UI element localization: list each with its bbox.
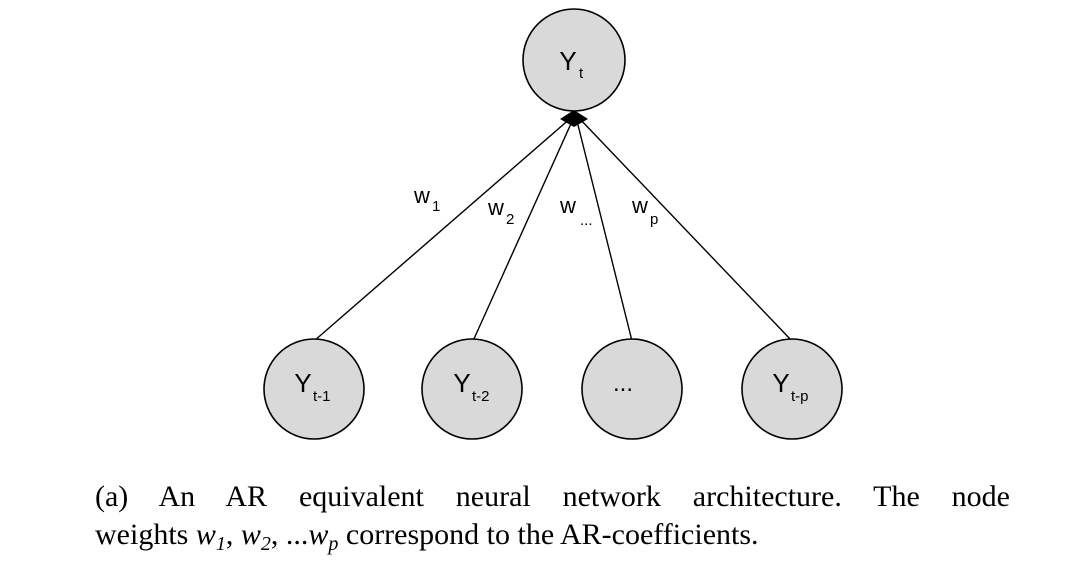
weight-label-p: w p xyxy=(631,193,658,228)
weight-label-1: w 1 xyxy=(413,183,440,215)
weight-2-symbol: w xyxy=(487,195,504,220)
weight-1-subscript: 1 xyxy=(432,198,440,215)
ar-network-diagram: Y t Y t-1 Y t-2 ... Y t-p w 1 w 2 w ... … xyxy=(263,8,843,440)
input-node-2-label: Y xyxy=(453,368,470,398)
caption-w1-subscript: 1 xyxy=(215,533,226,555)
arrowhead-icon xyxy=(560,110,588,127)
weight-2-subscript: 2 xyxy=(506,211,514,228)
caption-wp: wp xyxy=(308,518,338,554)
input-node-1: Y t-1 xyxy=(263,338,365,440)
caption-w2: w2 xyxy=(240,518,271,554)
input-node-p: Y t-p xyxy=(741,338,843,440)
caption-w1: w1 xyxy=(195,518,226,554)
caption-prefix: weights xyxy=(95,518,196,551)
caption-wp-symbol: w xyxy=(308,518,329,551)
edge-4 xyxy=(577,116,793,342)
caption-w2-symbol: w xyxy=(240,518,261,551)
weight-label-ellipsis: w ... xyxy=(559,193,593,229)
caption-line-1: (a) An AR equivalent neural network arch… xyxy=(95,480,1010,513)
output-node-subscript: t xyxy=(579,65,584,82)
output-node-label: Y xyxy=(559,46,576,76)
caption-wp-subscript: p xyxy=(328,533,339,555)
weight-ellipsis-symbol: w xyxy=(559,193,576,218)
edge-1 xyxy=(313,116,573,342)
caption-w2-subscript: 2 xyxy=(260,533,271,555)
weight-1-symbol: w xyxy=(413,183,430,208)
caption-line-2: weights w1, w2, ...wp correspond to the … xyxy=(95,516,1010,554)
figure-caption: (a) An AR equivalent neural network arch… xyxy=(95,478,1010,554)
edge-2 xyxy=(472,116,575,342)
weight-p-subscript: p xyxy=(650,211,658,228)
input-node-1-label: Y xyxy=(294,368,311,398)
input-node-1-subscript: t-1 xyxy=(313,388,331,405)
input-node-ellipsis-label: ... xyxy=(613,370,633,397)
edge-3 xyxy=(575,116,633,342)
input-node-2: Y t-2 xyxy=(421,338,523,440)
input-node-p-label: Y xyxy=(772,368,789,398)
weight-p-symbol: w xyxy=(631,193,648,218)
input-node-2-subscript: t-2 xyxy=(472,388,490,405)
caption-w1-symbol: w xyxy=(195,518,216,551)
weight-label-2: w 2 xyxy=(487,195,514,228)
input-node-ellipsis: ... xyxy=(581,338,683,440)
caption-separator-2: , ... xyxy=(270,518,309,551)
input-node-p-subscript: t-p xyxy=(791,388,809,405)
weight-ellipsis-subscript: ... xyxy=(580,212,593,229)
caption-separator-1: , xyxy=(225,518,241,551)
caption-suffix: correspond to the AR-coefficients. xyxy=(338,518,759,551)
output-node: Y t xyxy=(522,8,626,112)
